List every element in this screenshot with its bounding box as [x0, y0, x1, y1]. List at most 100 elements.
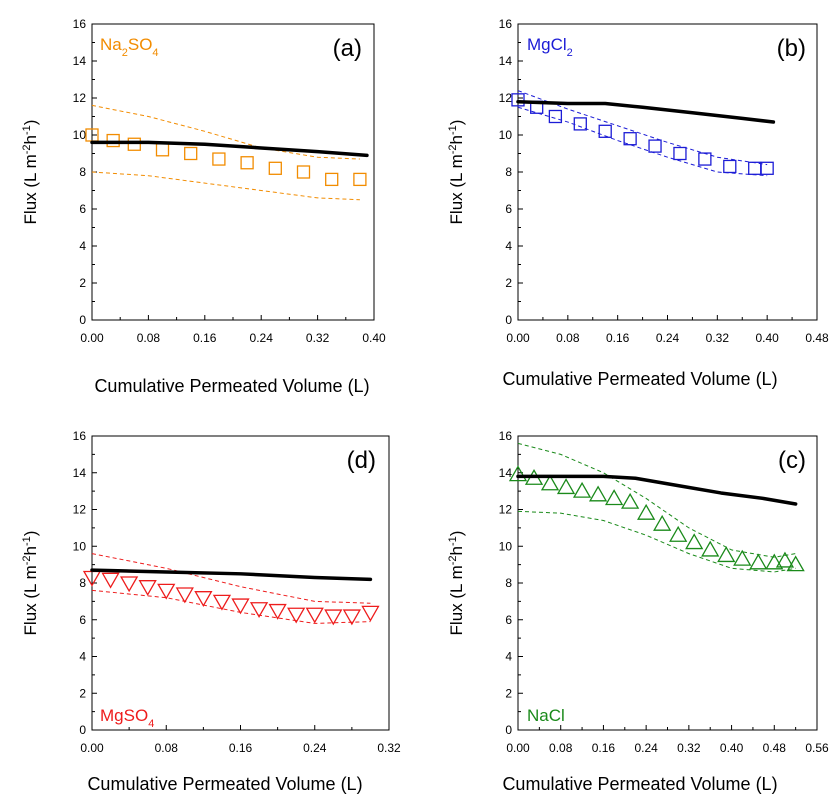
data-point: [717, 546, 736, 563]
x-tick-label: 0.40: [720, 741, 744, 755]
solute-label: MgSO4: [100, 706, 154, 730]
y-tick-label: 16: [73, 17, 87, 31]
model-line: [90, 140, 369, 158]
x-tick-label: 0.24: [634, 741, 658, 755]
y-tick-label: 2: [79, 276, 86, 290]
y-tick-label: 16: [73, 429, 87, 443]
plot-frame: [517, 23, 818, 321]
data-point: [194, 591, 213, 608]
x-tick-label: 0.00: [506, 331, 530, 345]
y-tick-label: 16: [499, 17, 513, 31]
x-tick-label: 0.24: [303, 741, 327, 755]
x-tick-label: 0.32: [706, 331, 730, 345]
data-point: [621, 492, 640, 509]
upper-bound-line: [91, 104, 360, 160]
data-point: [120, 576, 139, 593]
data-point: [508, 465, 528, 482]
plot-frame: [517, 435, 818, 731]
data-point: [231, 598, 250, 615]
data-point: [598, 124, 612, 138]
x-tick-label: 0.16: [229, 741, 253, 755]
data-point: [155, 143, 170, 157]
y-tick-label: 16: [499, 429, 513, 443]
data-point: [775, 551, 795, 568]
x-tick-label: 0.08: [137, 331, 161, 345]
y-tick-label: 10: [499, 539, 513, 553]
data-point: [353, 172, 367, 187]
y-tick-label: 14: [73, 54, 87, 68]
x-axis-title: Cumulative Permeated Volume (L): [502, 369, 777, 389]
x-tick-label: 0.24: [656, 331, 680, 345]
data-point: [287, 607, 306, 624]
chart-panel-b: 0 2 4 6 8 10 12 14 16 0.00 0.08 0.16 0.24 0.32 0.40 0.4…: [447, 17, 829, 389]
data-point: [623, 132, 637, 146]
lower-bound-line: [91, 589, 371, 624]
panel-label: (b): [777, 35, 806, 62]
y-tick-label: 6: [505, 202, 512, 216]
y-tick-label: 14: [499, 54, 513, 68]
data-point: [127, 137, 141, 151]
data-point: [268, 161, 282, 175]
y-tick-label: 10: [73, 128, 87, 142]
y-axis-title: Flux (L m-2h-1): [447, 120, 466, 225]
x-tick-label: 0.08: [556, 331, 580, 345]
y-tick-label: 12: [499, 91, 513, 105]
data-point: [361, 605, 380, 622]
y-tick-label: 12: [73, 503, 87, 517]
y-axis-title: Flux (L m-2h-1): [21, 120, 40, 225]
lower-bound-line: [517, 510, 796, 573]
data-point: [212, 152, 226, 166]
y-tick-label: 0: [79, 723, 86, 737]
y-tick-label: 8: [505, 165, 512, 179]
data-point: [573, 117, 587, 131]
solute-label: Na2SO4: [100, 35, 159, 59]
upper-bound-line: [91, 553, 371, 604]
lower-bound-line: [91, 171, 360, 201]
data-point: [175, 587, 194, 604]
x-tick-label: 0.00: [506, 741, 530, 755]
plot-frame: [91, 435, 390, 731]
x-tick-label: 0.56: [805, 741, 829, 755]
data-point: [760, 161, 774, 175]
data-point: [765, 553, 784, 570]
data-point: [324, 609, 343, 626]
plot-frame: [91, 23, 375, 321]
model-line: [516, 474, 798, 506]
x-tick-label: 0.00: [80, 741, 104, 755]
x-tick-label: 0.40: [362, 331, 386, 345]
x-tick-label: 0.00: [80, 331, 104, 345]
data-point: [101, 572, 120, 589]
data-point: [653, 514, 672, 531]
data-point: [698, 152, 712, 166]
data-point: [669, 525, 688, 542]
data-point: [556, 478, 576, 495]
upper-bound-line: [517, 90, 768, 166]
y-tick-label: 2: [505, 276, 512, 290]
data-point: [701, 540, 720, 557]
solute-label: NaCl: [527, 706, 565, 725]
y-tick-label: 6: [79, 202, 86, 216]
y-tick-label: 4: [79, 239, 86, 253]
data-point: [786, 555, 805, 572]
data-point: [511, 93, 525, 107]
data-point: [240, 156, 254, 170]
x-tick-label: 0.48: [763, 741, 787, 755]
data-point: [572, 481, 592, 498]
upper-bound-line: [517, 442, 796, 558]
model-line: [516, 99, 776, 124]
y-tick-label: 4: [505, 239, 512, 253]
panel-label: (a): [333, 35, 362, 62]
data-point: [648, 139, 662, 153]
x-axis-title: Cumulative Permeated Volume (L): [94, 376, 369, 396]
x-tick-label: 0.08: [155, 741, 179, 755]
x-axis-title: Cumulative Permeated Volume (L): [87, 774, 362, 794]
data-point: [249, 602, 269, 619]
panel-label: (c): [778, 447, 806, 474]
y-tick-label: 0: [505, 723, 512, 737]
chart-panel-c: 0 2 4 6 8 10 12 14 16 0.00 0.08 0.16 0.24 0.32 0.40 0.4…: [447, 429, 829, 794]
x-tick-label: 0.48: [805, 331, 829, 345]
data-point: [212, 594, 232, 611]
data-point: [325, 172, 339, 187]
y-tick-label: 8: [79, 165, 86, 179]
